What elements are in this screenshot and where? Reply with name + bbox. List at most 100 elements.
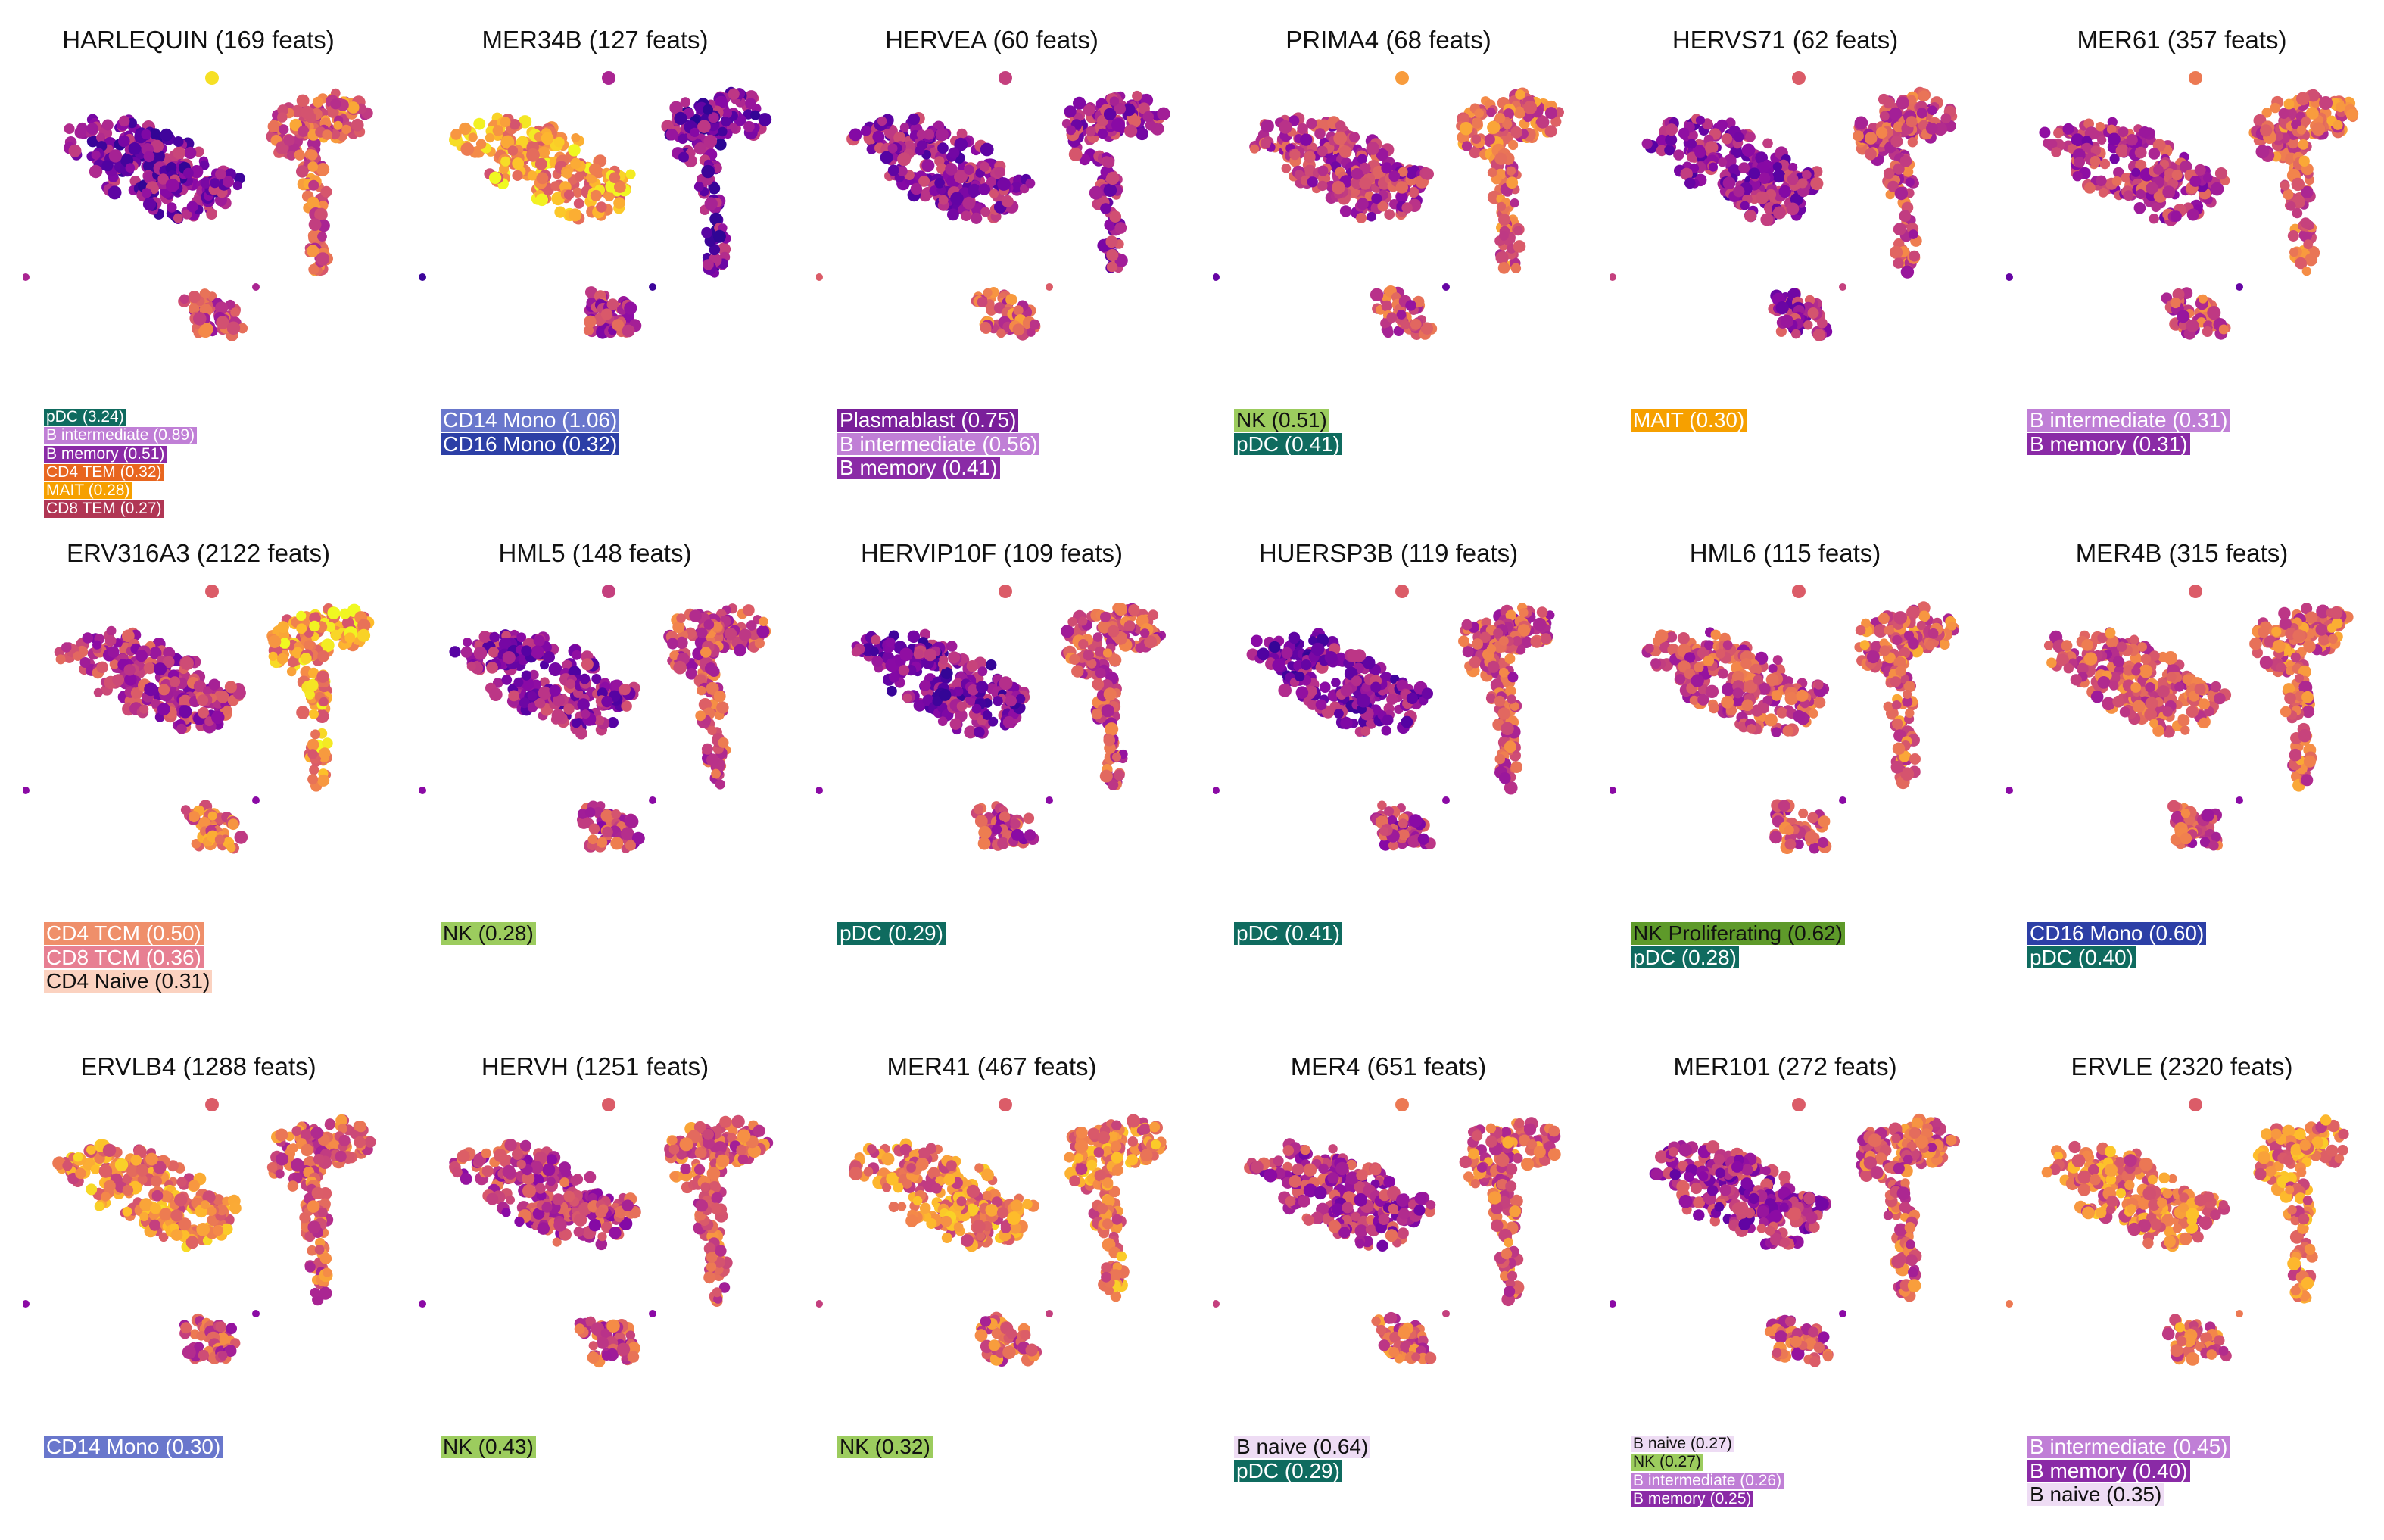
- cell-point: [1717, 668, 1728, 679]
- cell-point: [1422, 168, 1434, 180]
- cell-point: [2289, 247, 2299, 257]
- cell-type-label: Plasmablast (0.75): [837, 409, 1019, 432]
- cell-point: [1817, 317, 1828, 329]
- cell-point: [1015, 694, 1026, 704]
- cell-point: [538, 686, 552, 700]
- cell-point: [2123, 190, 2134, 201]
- cell-point: [1367, 211, 1376, 222]
- cell-point: [526, 148, 540, 162]
- cell-point: [419, 787, 426, 794]
- cell-point: [1497, 262, 1510, 274]
- cell-point: [306, 679, 319, 692]
- cell-point: [1499, 636, 1509, 646]
- cell-point: [1334, 709, 1344, 719]
- umap-panel: HUERSP3B (119 feats) pDC (0.41): [1190, 513, 1587, 1027]
- cell-point: [968, 684, 979, 696]
- cell-point: [205, 71, 219, 85]
- cell-point: [968, 183, 981, 198]
- cell-point: [1382, 714, 1394, 726]
- cell-point: [1469, 656, 1482, 669]
- cell-point: [68, 144, 82, 157]
- cell-point: [945, 163, 958, 176]
- cell-point: [1073, 96, 1086, 110]
- cell-point: [89, 164, 103, 179]
- cell-point: [459, 122, 472, 136]
- cell-point: [322, 129, 333, 140]
- cell-point: [1046, 283, 1053, 291]
- cell-point: [756, 625, 770, 638]
- cell-point: [1687, 151, 1698, 163]
- cell-point: [1523, 101, 1538, 114]
- cell-point: [2291, 177, 2305, 192]
- cell-point: [1536, 115, 1550, 129]
- cell-point: [268, 634, 282, 648]
- cell-point: [144, 682, 158, 697]
- cell-point: [971, 212, 983, 224]
- cell-point: [2134, 146, 2147, 159]
- cell-point: [309, 612, 321, 625]
- cell-point: [1410, 318, 1422, 330]
- cell-point: [1925, 640, 1935, 650]
- cell-point: [2177, 310, 2190, 323]
- cell-point: [701, 164, 715, 179]
- cell-point: [106, 625, 117, 636]
- cell-point: [108, 646, 120, 658]
- cell-point: [2062, 123, 2074, 135]
- cell-point: [197, 694, 209, 706]
- cell-point: [1873, 624, 1887, 638]
- panel-title: HUERSP3B (119 feats): [1258, 539, 1519, 567]
- cell-point: [1883, 701, 1893, 712]
- cell-point: [1351, 675, 1362, 687]
- cell-point: [597, 837, 608, 848]
- cell-point: [562, 659, 572, 671]
- panel-title: MER61 (357 feats): [2077, 26, 2287, 54]
- cell-point: [189, 303, 200, 314]
- cell-point: [921, 159, 935, 173]
- cell-point: [1716, 648, 1725, 659]
- cell-point: [2171, 210, 2182, 223]
- cell-point: [1398, 818, 1408, 829]
- cell-point: [1899, 155, 1912, 167]
- cell-point: [712, 621, 723, 632]
- cell-point: [1078, 616, 1088, 626]
- cell-point: [1097, 128, 1108, 139]
- cell-point: [316, 670, 329, 683]
- cell-point: [1762, 138, 1773, 149]
- cell-point: [308, 179, 319, 191]
- cell-point: [631, 831, 645, 845]
- cell-point: [1893, 257, 1904, 269]
- cell-point: [141, 188, 152, 198]
- cell-point: [198, 817, 210, 829]
- cell-point: [2319, 96, 2333, 110]
- cell-point: [693, 142, 707, 155]
- cell-point: [1260, 138, 1271, 149]
- panel-title: MER34B (127 feats): [481, 26, 709, 54]
- cell-point: [1520, 636, 1533, 648]
- cell-point: [1132, 90, 1142, 101]
- cell-point: [1510, 701, 1519, 711]
- cell-point: [1357, 154, 1367, 164]
- cell-type-label: B memory (0.41): [837, 457, 1000, 480]
- cell-point: [2300, 217, 2311, 229]
- cell-point: [314, 207, 328, 222]
- cell-point: [680, 97, 690, 108]
- cell-point: [519, 697, 530, 709]
- cell-point: [23, 787, 30, 794]
- cell-point: [919, 679, 931, 691]
- cell-point: [897, 152, 912, 167]
- cell-point: [1406, 692, 1418, 704]
- cell-point: [716, 701, 729, 714]
- cell-point: [307, 229, 319, 242]
- cell-point: [64, 123, 75, 135]
- cell-point: [1308, 636, 1318, 646]
- cell-point: [460, 646, 472, 658]
- cell-point: [1421, 687, 1433, 700]
- cell-point: [173, 146, 185, 160]
- cell-point: [1768, 663, 1778, 674]
- cell-point: [184, 146, 197, 160]
- cell-point: [315, 709, 329, 723]
- cell-point: [538, 146, 550, 158]
- cell-point: [2298, 155, 2310, 167]
- cell-point: [226, 321, 241, 335]
